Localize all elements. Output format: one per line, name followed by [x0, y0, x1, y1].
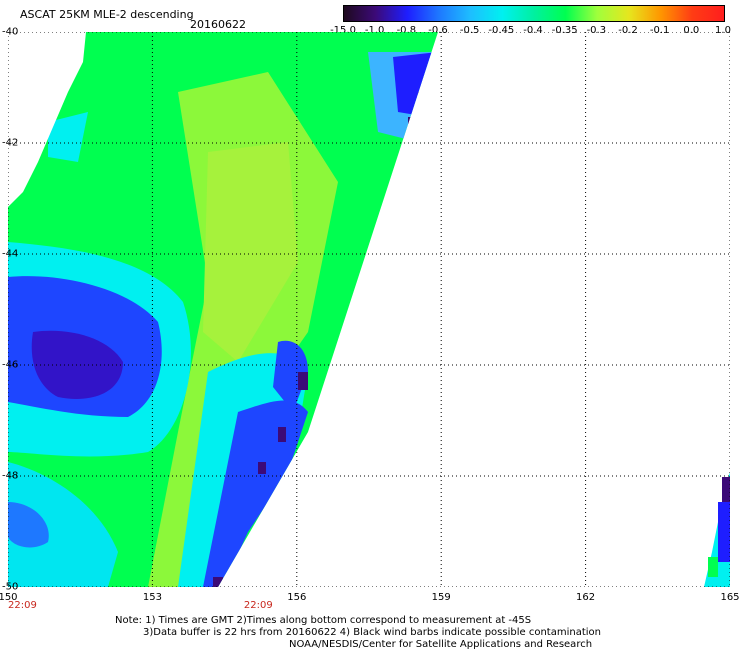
- colorbar-tick-label: -1.0: [364, 25, 385, 36]
- colorbar-tick-label: -0.3: [586, 25, 607, 36]
- note-line-1: Note: 1) Times are GMT 2)Times along bot…: [115, 615, 532, 626]
- colorbar-tick-label: -0.5: [459, 25, 480, 36]
- note-line-3: NOAA/NESDIS/Center for Satellite Applica…: [289, 639, 593, 650]
- lat-label: -46: [2, 359, 19, 371]
- map-title: ASCAT 25KM MLE-2 descending: [20, 8, 194, 21]
- lon-label: 150: [0, 592, 18, 603]
- swath-main: [8, 32, 438, 587]
- lon-label: 153: [142, 592, 162, 603]
- colorbar-tick-label: -0.35: [551, 25, 578, 36]
- colorbar-tick-label: 0.0: [683, 25, 700, 36]
- colorbar-tick-label: -0.2: [618, 25, 638, 36]
- colorbar-tick-label: -0.1: [649, 25, 670, 36]
- lat-label: -48: [2, 470, 19, 482]
- lat-label: -40: [2, 26, 19, 38]
- colorbar-gradient: [344, 6, 724, 21]
- colorbar: [343, 5, 725, 22]
- colorbar-tick-label: -15.0: [330, 25, 356, 36]
- colorbar-tick-label: 1.0: [715, 25, 731, 36]
- note-line-2: 3)Data buffer is 22 hrs from 20160622 4)…: [143, 627, 601, 638]
- lat-label: -42: [2, 137, 19, 149]
- time-label: 22:09: [8, 600, 37, 611]
- colorbar-tick-label: -0.4: [523, 25, 543, 36]
- lat-label: -50: [2, 581, 19, 593]
- lon-label: 165: [720, 592, 740, 603]
- map-date: 20160622: [190, 18, 246, 31]
- lon-label: 156: [287, 592, 307, 603]
- colorbar-tick-label: -0.6: [428, 25, 448, 36]
- swath-right-edge: [704, 472, 730, 587]
- lon-label: 162: [576, 592, 596, 603]
- lon-label: 159: [431, 592, 451, 603]
- time-label: 22:09: [243, 600, 273, 611]
- map-plot: [8, 32, 730, 587]
- colorbar-tick-label: -0.8: [396, 25, 417, 36]
- lat-label: -44: [2, 248, 19, 260]
- colorbar-tick-label: -0.45: [488, 25, 515, 36]
- lat-lon-grid: [8, 32, 730, 587]
